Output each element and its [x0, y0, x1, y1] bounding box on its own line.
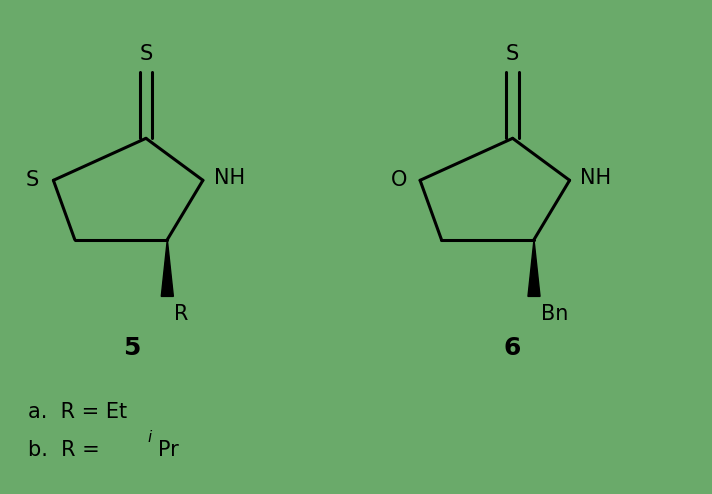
- Text: 6: 6: [504, 336, 521, 360]
- Text: i: i: [147, 430, 152, 445]
- Text: NH: NH: [214, 168, 245, 188]
- Text: S: S: [140, 44, 152, 64]
- Text: Bn: Bn: [541, 304, 568, 324]
- Text: Pr: Pr: [158, 440, 179, 459]
- Text: NH: NH: [580, 168, 612, 188]
- Text: b.  R =: b. R =: [28, 440, 107, 459]
- Text: R: R: [174, 304, 189, 324]
- Polygon shape: [528, 240, 540, 296]
- Polygon shape: [161, 240, 173, 296]
- Text: O: O: [391, 170, 407, 190]
- Text: S: S: [506, 44, 519, 64]
- Text: a.  R = Et: a. R = Et: [28, 403, 127, 422]
- Text: S: S: [26, 170, 39, 190]
- Text: 5: 5: [123, 336, 140, 360]
